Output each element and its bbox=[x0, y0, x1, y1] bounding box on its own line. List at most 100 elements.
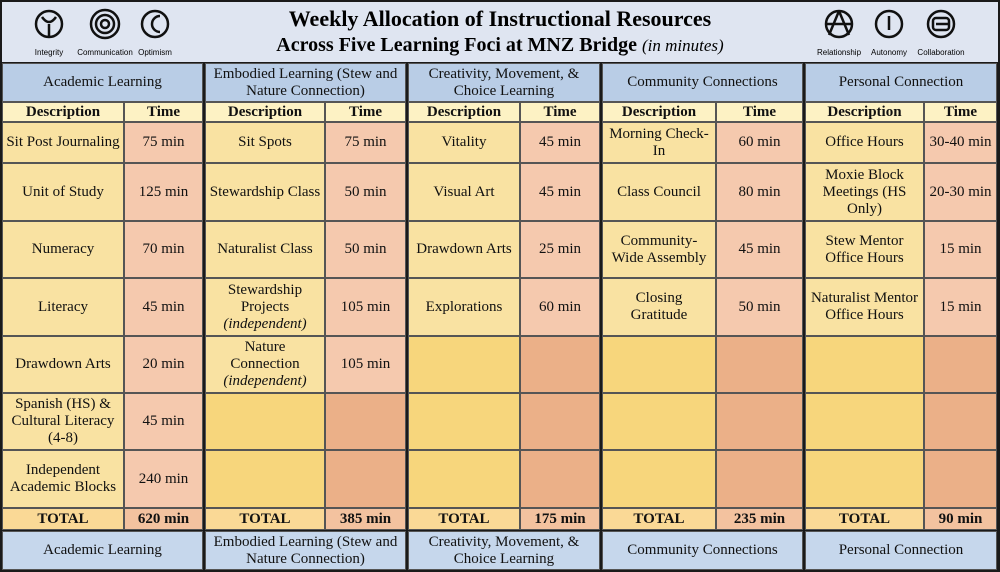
time: 60 min bbox=[716, 122, 803, 163]
column-name: Embodied Learning (Stew and Nature Conne… bbox=[205, 63, 406, 102]
time: 80 min bbox=[716, 163, 803, 221]
time: 30-40 min bbox=[924, 122, 997, 163]
description: Naturalist Class bbox=[205, 221, 325, 278]
empty-cell bbox=[924, 336, 997, 393]
total-label: TOTAL bbox=[205, 508, 325, 530]
description: Morning Check-In bbox=[602, 122, 716, 163]
time: 105 min bbox=[325, 278, 406, 336]
description: Drawdown Arts bbox=[2, 336, 124, 393]
empty-cell bbox=[805, 450, 924, 508]
empty-cell bbox=[602, 450, 716, 508]
time: 50 min bbox=[325, 221, 406, 278]
description-text: Naturalist Class bbox=[217, 241, 313, 257]
description: Moxie Block Meetings (HS Only) bbox=[805, 163, 924, 221]
column-name: Personal Connection bbox=[805, 63, 997, 102]
total: 235 min bbox=[716, 508, 803, 530]
total: 175 min bbox=[520, 508, 600, 530]
time: 50 min bbox=[325, 163, 406, 221]
time: 45 min bbox=[520, 122, 600, 163]
description-text: Visual Art bbox=[433, 183, 495, 200]
empty-cell bbox=[805, 393, 924, 450]
description: Literacy bbox=[2, 278, 124, 336]
description-text: Literacy bbox=[38, 298, 88, 315]
column-name: Community Connections bbox=[602, 531, 803, 570]
description: Stewardship Projects (independent) bbox=[205, 278, 325, 336]
empty-cell bbox=[408, 393, 520, 450]
column-name: Academic Learning bbox=[2, 531, 203, 570]
time: 240 min bbox=[124, 450, 203, 508]
description: Stewardship Class bbox=[205, 163, 325, 221]
description-text: Sit Post Journaling bbox=[6, 134, 120, 150]
description-text: Community-Wide Assembly bbox=[611, 232, 707, 266]
description-text: Sit Spots bbox=[238, 134, 292, 150]
title-note: (in minutes) bbox=[642, 36, 724, 55]
description: Closing Gratitude bbox=[602, 278, 716, 336]
column-name: Community Connections bbox=[602, 63, 803, 102]
time: 75 min bbox=[325, 122, 406, 163]
title: Across Five Learning Foci at MNZ Bridge bbox=[276, 34, 637, 56]
description-text: Office Hours bbox=[825, 134, 904, 150]
column-name: Personal Connection bbox=[805, 531, 997, 570]
description: Visual Art bbox=[408, 163, 520, 221]
empty-cell bbox=[602, 393, 716, 450]
description: Sit Post Journaling bbox=[2, 122, 124, 163]
column-header: Time bbox=[520, 102, 600, 122]
description: Numeracy bbox=[2, 221, 124, 278]
description-text: Stew Mentor Office Hours bbox=[825, 232, 904, 266]
column-name: Academic Learning bbox=[2, 63, 203, 102]
description-text: Moxie Block Meetings (HS Only) bbox=[822, 166, 907, 217]
time: 70 min bbox=[124, 221, 203, 278]
description-text: Nature Connection bbox=[230, 339, 300, 372]
column-name: Creativity, Movement, & Choice Learning bbox=[408, 531, 600, 570]
description-text: Vitality bbox=[441, 134, 487, 150]
empty-cell bbox=[716, 450, 803, 508]
description: Drawdown Arts bbox=[408, 221, 520, 278]
column-header: Description bbox=[602, 102, 716, 122]
column-header: Time bbox=[924, 102, 997, 122]
header: Integrity Communication Optimism Relatio… bbox=[2, 2, 998, 62]
description-text: Closing Gratitude bbox=[630, 290, 688, 323]
description-text: Drawdown Arts bbox=[15, 356, 111, 372]
description-text: Explorations bbox=[425, 298, 503, 315]
time: 15 min bbox=[924, 221, 997, 278]
description: Independent Academic Blocks bbox=[2, 450, 124, 508]
total-label: TOTAL bbox=[408, 508, 520, 530]
empty-cell bbox=[325, 450, 406, 508]
description: Explorations bbox=[408, 278, 520, 336]
empty-cell bbox=[205, 393, 325, 450]
column-header: Time bbox=[124, 102, 203, 122]
icon-label: Relationship bbox=[816, 48, 862, 57]
icon-label: Autonomy bbox=[870, 48, 908, 57]
description-text: Drawdown Arts bbox=[416, 241, 512, 257]
time: 20 min bbox=[124, 336, 203, 393]
description: Naturalist Mentor Office Hours bbox=[805, 278, 924, 336]
column-name: Creativity, Movement, & Choice Learning bbox=[408, 63, 600, 102]
column-header: Time bbox=[716, 102, 803, 122]
time: 45 min bbox=[124, 278, 203, 336]
total: 90 min bbox=[924, 508, 997, 530]
empty-cell bbox=[205, 450, 325, 508]
description-text: Unit of Study bbox=[22, 183, 104, 200]
description-text: Naturalist Mentor Office Hours bbox=[810, 290, 919, 323]
description-note: (independent) bbox=[223, 373, 307, 389]
icon-label: Optimism bbox=[138, 48, 172, 57]
description-text: Numeracy bbox=[31, 241, 95, 257]
time: 45 min bbox=[520, 163, 600, 221]
column-header: Description bbox=[2, 102, 124, 122]
description: Office Hours bbox=[805, 122, 924, 163]
description: Unit of Study bbox=[2, 163, 124, 221]
empty-cell bbox=[805, 336, 924, 393]
time: 15 min bbox=[924, 278, 997, 336]
time: 45 min bbox=[716, 221, 803, 278]
time: 45 min bbox=[124, 393, 203, 450]
description: Sit Spots bbox=[205, 122, 325, 163]
description: Nature Connection (independent) bbox=[205, 336, 325, 393]
description-note: (independent) bbox=[223, 315, 307, 332]
total: 620 min bbox=[124, 508, 203, 530]
time: 25 min bbox=[520, 221, 600, 278]
icons bbox=[34, 8, 956, 40]
column-header: Description bbox=[805, 102, 924, 122]
icon-label: Collaboration bbox=[917, 48, 965, 57]
description-text: Stewardship Class bbox=[209, 183, 321, 200]
